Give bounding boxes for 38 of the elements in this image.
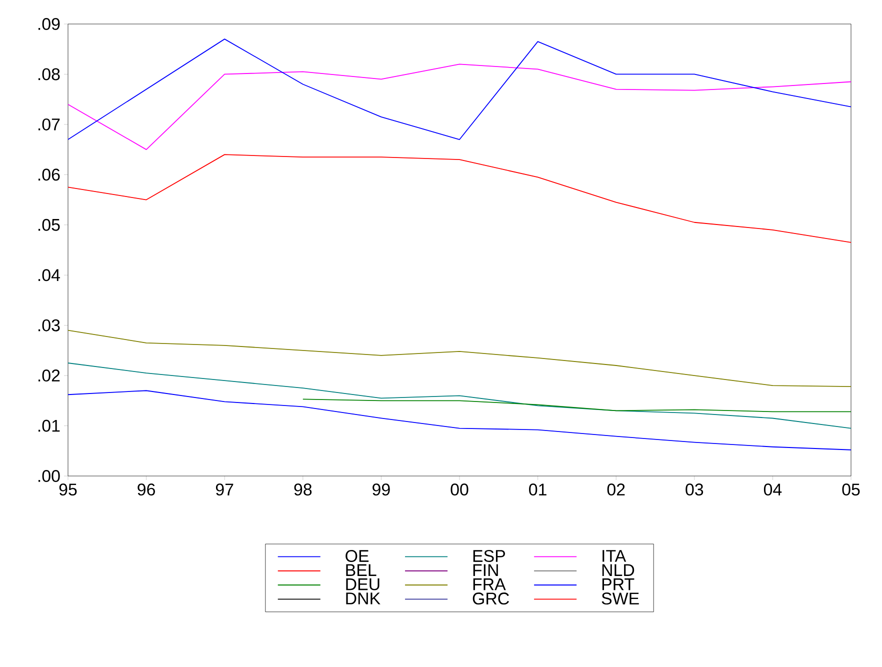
- y-tick-label: .08: [38, 68, 60, 80]
- y-tick-label: .01: [38, 420, 60, 432]
- legend-label: NLD: [602, 564, 634, 576]
- x-tick-label: 01: [529, 484, 546, 496]
- legend-label: OE: [346, 550, 369, 562]
- x-tick-label: 95: [59, 484, 77, 496]
- y-tick-label: .02: [38, 370, 60, 382]
- legend-label: FRA: [473, 578, 506, 590]
- line-series: [68, 154, 852, 243]
- x-tick-label: 97: [216, 484, 234, 496]
- x-tick-label: 00: [450, 484, 468, 496]
- x-tick-label: 96: [138, 484, 155, 496]
- line-series: [68, 362, 852, 429]
- legend-label: PRT: [602, 578, 634, 590]
- x-tick-label: 99: [372, 484, 390, 496]
- legend-label: DEU: [346, 578, 380, 590]
- y-tick-label: .05: [38, 218, 60, 231]
- y-tick-label: .04: [38, 269, 60, 282]
- x-tick-label: 98: [294, 484, 312, 496]
- x-tick-label: 04: [764, 484, 782, 496]
- line-series: [68, 390, 852, 450]
- y-tick-label: .00: [38, 470, 60, 482]
- legend-label: ESP: [473, 550, 505, 562]
- line-series: [68, 64, 852, 150]
- x-tick-label: 02: [607, 484, 625, 496]
- legend-label: GRC: [472, 592, 509, 605]
- y-tick-label: .09: [38, 18, 60, 30]
- x-tick-label: 03: [686, 484, 704, 496]
- y-tick-label: .03: [38, 319, 60, 332]
- legend-label: FIN: [473, 564, 498, 576]
- x-tick-label: 05: [842, 484, 860, 496]
- y-tick-label: .06: [38, 168, 60, 181]
- legend-label: ITA: [602, 550, 626, 562]
- legend-label: SWE: [602, 592, 639, 605]
- line-series: [302, 398, 852, 412]
- legend-label: DNK: [346, 592, 380, 604]
- y-tick-label: .07: [38, 118, 60, 130]
- legend-label: BEL: [346, 564, 376, 576]
